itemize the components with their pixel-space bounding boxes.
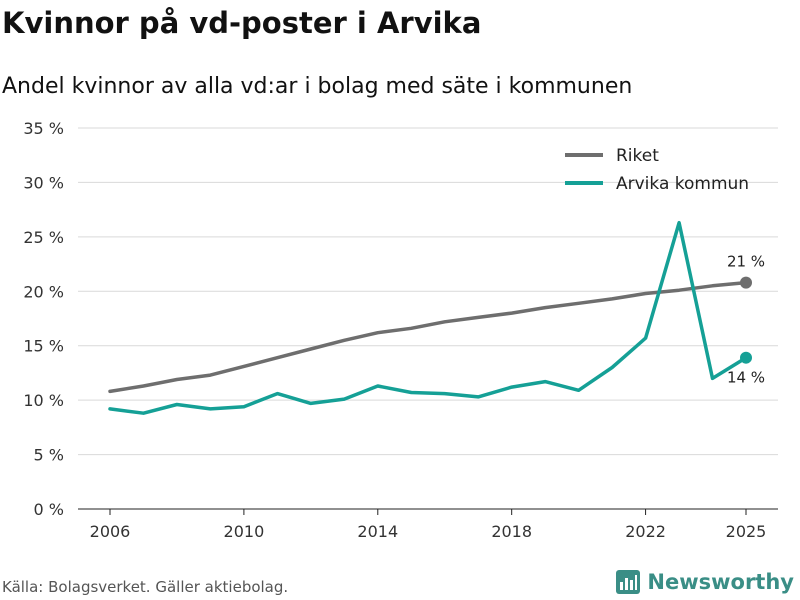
x-tick-label: 2010 bbox=[224, 522, 265, 541]
chart-subtitle: Andel kvinnor av alla vd:ar i bolag med … bbox=[2, 74, 633, 99]
x-tick-label: 2006 bbox=[90, 522, 131, 541]
x-tick-label: 2025 bbox=[726, 522, 767, 541]
y-tick-label: 20 % bbox=[23, 282, 64, 301]
brand-name: Newsworthy bbox=[647, 570, 794, 594]
x-tick-label: 2022 bbox=[625, 522, 666, 541]
end-label-riket: 21 % bbox=[727, 253, 765, 271]
legend-label-arvika: Arvika kommun bbox=[616, 174, 749, 194]
series-line-arvika bbox=[108, 220, 748, 415]
y-tick-label: 10 % bbox=[23, 391, 64, 410]
y-tick-label: 25 % bbox=[23, 228, 64, 247]
end-marker-riket bbox=[740, 276, 752, 289]
legend-label-riket: Riket bbox=[616, 146, 659, 166]
y-tick-label: 35 % bbox=[23, 119, 64, 138]
end-marker-arvika bbox=[740, 351, 752, 364]
newsworthy-icon bbox=[616, 570, 641, 594]
y-tick-label: 5 % bbox=[34, 446, 64, 465]
series-line-riket bbox=[108, 280, 748, 394]
x-tick-label: 2014 bbox=[357, 522, 398, 541]
brand-logo: Newsworthy bbox=[615, 569, 794, 595]
y-tick-label: 15 % bbox=[23, 337, 64, 356]
source-note: Källa: Bolagsverket. Gäller aktiebolag. bbox=[2, 578, 289, 596]
chart-title: Kvinnor på vd-poster i Arvika bbox=[2, 6, 482, 40]
y-tick-label: 30 % bbox=[23, 173, 64, 192]
end-label-arvika: 14 % bbox=[727, 369, 765, 387]
y-tick-label: 0 % bbox=[34, 500, 64, 519]
x-tick-label: 2018 bbox=[491, 522, 532, 541]
